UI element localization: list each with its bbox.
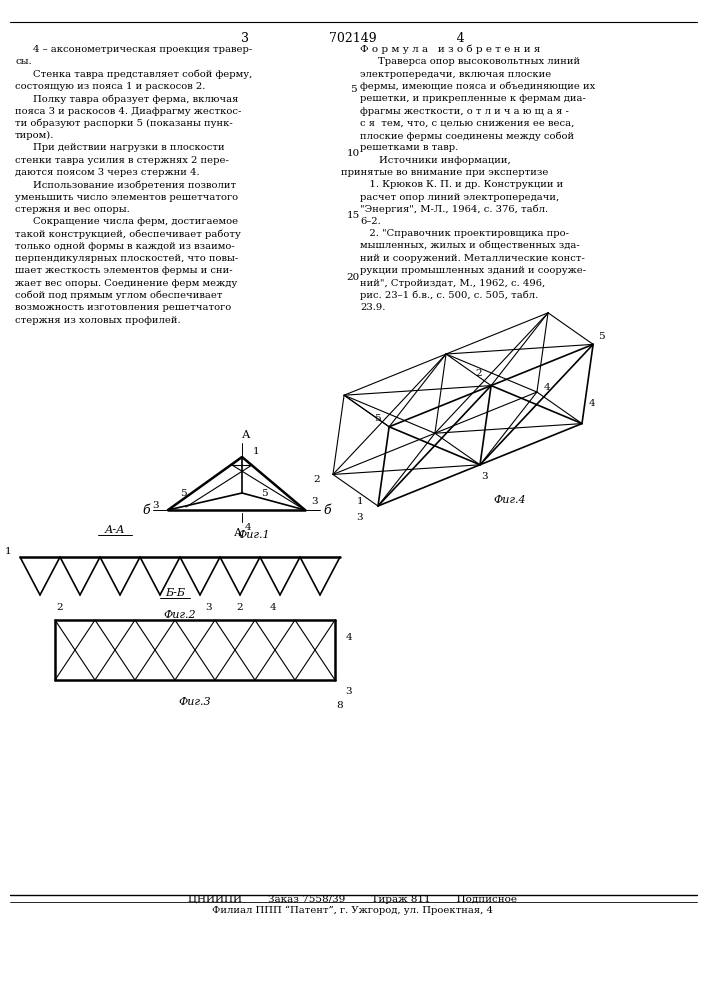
Text: расчет опор линий электропередачи,: расчет опор линий электропередачи, — [360, 193, 559, 202]
Text: Ф о р м у л а   и з о б р е т е н и я: Ф о р м у л а и з о б р е т е н и я — [360, 45, 540, 54]
Text: 5: 5 — [350, 86, 356, 95]
Text: жает вес опоры. Соединение ферм между: жает вес опоры. Соединение ферм между — [15, 279, 238, 288]
Text: 3: 3 — [357, 514, 363, 522]
Text: 2. "Справочник проектировщика про-: 2. "Справочник проектировщика про- — [360, 230, 569, 238]
Text: рис. 23–1 б.в., с. 500, с. 505, табл.: рис. 23–1 б.в., с. 500, с. 505, табл. — [360, 291, 538, 300]
Text: решетками в тавр.: решетками в тавр. — [360, 143, 458, 152]
Text: Полку тавра образует ферма, включая: Полку тавра образует ферма, включая — [33, 94, 238, 104]
Text: 1: 1 — [252, 448, 259, 456]
Text: 4: 4 — [544, 383, 550, 392]
Text: 5: 5 — [374, 414, 380, 423]
Text: А-А: А-А — [105, 525, 125, 535]
Text: стержня и вес опоры.: стержня и вес опоры. — [15, 205, 130, 214]
Text: электропередачи, включая плоские: электропередачи, включая плоские — [360, 70, 551, 79]
Text: Фиг.4: Фиг.4 — [493, 495, 526, 505]
Text: 5: 5 — [180, 489, 187, 498]
Text: даются поясом 3 через стержни 4.: даются поясом 3 через стержни 4. — [15, 168, 199, 177]
Text: 20: 20 — [346, 273, 360, 282]
Text: собой под прямым углом обеспечивает: собой под прямым углом обеспечивает — [15, 291, 223, 300]
Text: Использование изобретения позволит: Использование изобретения позволит — [33, 180, 236, 190]
Text: плоские фермы соединены между собой: плоские фермы соединены между собой — [360, 131, 574, 141]
Text: ний", Стройиздат, М., 1962, с. 496,: ний", Стройиздат, М., 1962, с. 496, — [360, 279, 545, 288]
Text: уменьшить число элементов решетчатого: уменьшить число элементов решетчатого — [15, 193, 238, 202]
Text: фрагмы жесткости, о т л и ч а ю щ а я -: фрагмы жесткости, о т л и ч а ю щ а я - — [360, 106, 569, 115]
Text: 3: 3 — [153, 500, 159, 510]
Text: ний и сооружений. Металлические конст-: ний и сооружений. Металлические конст- — [360, 254, 585, 263]
Text: 3: 3 — [312, 497, 318, 506]
Text: Б-Б: Б-Б — [165, 588, 185, 598]
Text: шает жесткость элементов фермы и сни-: шает жесткость элементов фермы и сни- — [15, 266, 233, 275]
Text: "Энергия", М-Л., 1964, с. 376, табл.: "Энергия", М-Л., 1964, с. 376, табл. — [360, 205, 548, 214]
Text: 1: 1 — [357, 496, 363, 506]
Text: 10: 10 — [346, 148, 360, 157]
Text: Стенка тавра представляет собой ферму,: Стенка тавра представляет собой ферму, — [33, 70, 252, 79]
Text: б: б — [142, 504, 150, 516]
Text: состоящую из пояса 1 и раскосов 2.: состоящую из пояса 1 и раскосов 2. — [15, 82, 205, 91]
Text: 3: 3 — [206, 603, 212, 612]
Text: б: б — [323, 504, 331, 516]
Text: с я  тем, что, с целью снижения ее веса,: с я тем, что, с целью снижения ее веса, — [360, 119, 574, 128]
Text: Филиал ППП “Патент”, г. Ужгород, ул. Проектная, 4: Филиал ППП “Патент”, г. Ужгород, ул. Про… — [213, 905, 493, 915]
Text: рукции промышленных зданий и сооруже-: рукции промышленных зданий и сооруже- — [360, 266, 586, 275]
Text: только одной формы в каждой из взаимо-: только одной формы в каждой из взаимо- — [15, 242, 235, 251]
Text: 1. Крюков К. П. и др. Конструкции и: 1. Крюков К. П. и др. Конструкции и — [360, 180, 563, 189]
Text: 6–2.: 6–2. — [360, 217, 381, 226]
Text: 4: 4 — [589, 399, 595, 408]
Text: решетки, и прикрепленные к фермам диа-: решетки, и прикрепленные к фермам диа- — [360, 94, 586, 103]
Text: 2: 2 — [476, 369, 482, 378]
Text: ЦНИИПИ        Заказ 7558/39        Тираж 811        Подписное: ЦНИИПИ Заказ 7558/39 Тираж 811 Подписное — [189, 894, 518, 904]
Text: 2: 2 — [314, 475, 320, 484]
Text: 3                    702149                    4: 3 702149 4 — [241, 32, 464, 45]
Text: сы.: сы. — [15, 57, 32, 66]
Text: стенки тавра усилия в стержнях 2 пере-: стенки тавра усилия в стержнях 2 пере- — [15, 156, 229, 165]
Text: 23.9.: 23.9. — [360, 303, 385, 312]
Text: При действии нагрузки в плоскости: При действии нагрузки в плоскости — [33, 143, 225, 152]
Text: 5: 5 — [261, 489, 267, 498]
Text: 3: 3 — [481, 472, 489, 481]
Text: перпендикулярных плоскостей, что повы-: перпендикулярных плоскостей, что повы- — [15, 254, 238, 263]
Text: 4: 4 — [346, 634, 352, 643]
Text: возможность изготовления решетчатого: возможность изготовления решетчатого — [15, 303, 231, 312]
Text: принятые во внимание при экспертизе: принятые во внимание при экспертизе — [341, 168, 549, 177]
Text: Траверса опор высоковольтных линий: Траверса опор высоковольтных линий — [378, 57, 580, 66]
Text: 1: 1 — [5, 548, 11, 556]
Text: 2: 2 — [57, 602, 64, 611]
Text: Сокращение числа ферм, достигаемое: Сокращение числа ферм, достигаемое — [33, 217, 238, 226]
Text: Фиг.1: Фиг.1 — [238, 530, 270, 540]
Text: 4: 4 — [270, 603, 276, 612]
Text: Фиг.3: Фиг.3 — [179, 697, 211, 707]
Text: тиром).: тиром). — [15, 131, 54, 140]
Text: А: А — [234, 528, 243, 538]
Text: А: А — [242, 430, 250, 440]
Text: Фиг.2: Фиг.2 — [164, 610, 197, 620]
Text: 2: 2 — [237, 602, 243, 611]
Text: 15: 15 — [346, 211, 360, 220]
Text: пояса 3 и раскосов 4. Диафрагму жесткос-: пояса 3 и раскосов 4. Диафрагму жесткос- — [15, 106, 241, 115]
Text: 4 – аксонометрическая проекция травер-: 4 – аксонометрическая проекция травер- — [33, 45, 252, 54]
Text: 5: 5 — [598, 332, 604, 341]
Text: стержня из холовых профилей.: стержня из холовых профилей. — [15, 316, 180, 325]
Text: 4: 4 — [245, 524, 251, 532]
Text: 8: 8 — [337, 700, 344, 710]
Text: фермы, имеющие пояса и объединяющие их: фермы, имеющие пояса и объединяющие их — [360, 82, 595, 91]
Text: ти образуют распорки 5 (показаны пунк-: ти образуют распорки 5 (показаны пунк- — [15, 119, 233, 128]
Text: такой конструкцией, обеспечивает работу: такой конструкцией, обеспечивает работу — [15, 230, 241, 239]
Text: Источники информации,: Источники информации, — [379, 156, 511, 165]
Text: 3: 3 — [346, 688, 352, 696]
Text: мышленных, жилых и общественных зда-: мышленных, жилых и общественных зда- — [360, 242, 580, 251]
